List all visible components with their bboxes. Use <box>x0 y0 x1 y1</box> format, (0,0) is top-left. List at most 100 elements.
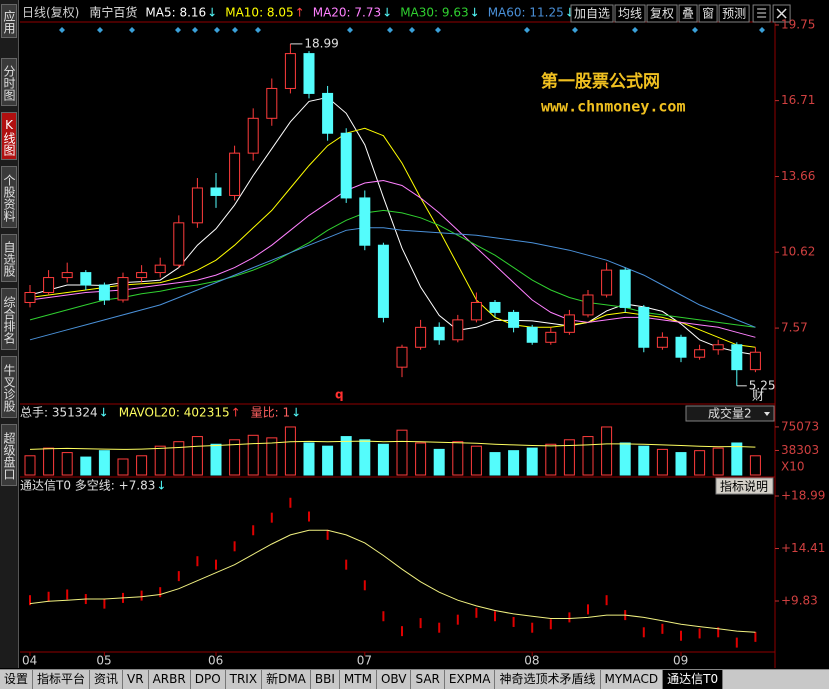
bottom-tab[interactable]: 指标平台 <box>33 670 91 689</box>
y-tick-label: 16.71 <box>781 93 815 107</box>
panel-header: 通达信T0 多空线: +7.83 <box>20 479 155 493</box>
volume-bar <box>284 426 296 476</box>
volume-bar <box>731 442 743 476</box>
sidebar-tab[interactable]: 个股资料 <box>1 166 17 228</box>
volume-bar <box>638 445 650 476</box>
candle-body <box>694 349 706 358</box>
sidebar-tab[interactable]: 分时图 <box>1 58 17 106</box>
bottom-tab[interactable]: 设置 <box>0 670 34 689</box>
candle-body <box>452 319 464 341</box>
x-tick-label: 07 <box>357 654 372 668</box>
bottom-tab[interactable]: EXPMA <box>445 670 496 689</box>
candle-body <box>136 272 148 279</box>
volume-bar <box>489 452 501 476</box>
sidebar-tab[interactable]: 综合排名 <box>1 288 17 350</box>
volume-bar <box>136 455 148 476</box>
bottom-tab[interactable]: TRIX <box>226 670 263 689</box>
close-icon <box>776 8 787 19</box>
toolbar-button[interactable] <box>646 4 678 23</box>
candle-body <box>210 187 222 196</box>
indicator-help-label: 指标说明 <box>720 479 768 494</box>
panel-header-arrow: ↓ <box>156 479 166 493</box>
bottom-tab[interactable]: 资讯 <box>90 670 124 689</box>
event-marker <box>387 27 393 33</box>
volume-bar <box>340 436 352 476</box>
volume-bar <box>526 447 538 476</box>
bottom-tab[interactable]: SAR <box>411 670 445 689</box>
event-marker <box>129 27 135 33</box>
candle-body <box>154 264 166 274</box>
bottom-tab[interactable]: 通达信T0 <box>663 670 724 689</box>
sidebar-tab[interactable]: 应用 <box>1 4 17 38</box>
volume-bar <box>470 445 482 476</box>
event-marker <box>59 27 65 33</box>
ma-line <box>29 96 756 356</box>
event-marker <box>524 27 530 33</box>
candle-body <box>340 132 352 199</box>
y-tick-label: 38303 <box>781 443 819 457</box>
panel-header: 总手: 351324 <box>20 406 98 420</box>
volume-bar <box>508 450 520 476</box>
legend-entry: MA20: 7.73 <box>313 6 381 20</box>
toolbar-button[interactable] <box>718 4 750 23</box>
sidebar-tab[interactable]: K线图 <box>1 112 17 160</box>
volume-bar <box>191 436 203 476</box>
x-tick-label: 08 <box>524 654 539 668</box>
toolbar-button-label: 叠 <box>682 7 694 21</box>
bottom-tab[interactable]: VR <box>123 670 149 689</box>
toolbar-button-label: 预测 <box>722 7 746 21</box>
toolbar-button[interactable] <box>698 4 718 23</box>
toolbar-button[interactable] <box>570 4 614 23</box>
toolbar-button-label: 复权 <box>650 7 674 21</box>
volume-bar <box>173 441 185 476</box>
sidebar-tab[interactable]: 牛叉诊股 <box>1 356 17 418</box>
candle-body <box>638 306 650 348</box>
candle-body <box>508 311 520 328</box>
candle-body <box>563 314 575 333</box>
volume-bar <box>433 448 445 476</box>
volume-bar <box>61 452 73 476</box>
candle-body <box>377 244 389 318</box>
toolbar-button[interactable] <box>614 4 646 23</box>
volume-selector-label: 成交量2 <box>708 406 752 421</box>
legend-entry: MA30: 9.63 <box>400 6 468 20</box>
sidebar-tab[interactable]: 自选股 <box>1 234 17 282</box>
candle-body <box>656 336 668 348</box>
y-tick-label: 75073 <box>781 419 819 433</box>
candle-body <box>303 53 315 94</box>
volume-bar <box>24 455 36 476</box>
bottom-tab[interactable]: 新DMA <box>262 670 311 689</box>
bottom-tab[interactable]: OBV <box>377 670 412 689</box>
toolbar-button-label: 加自选 <box>574 7 610 21</box>
toolbar-button[interactable] <box>678 4 698 23</box>
event-marker <box>759 27 765 33</box>
volume-bar <box>415 442 427 476</box>
ma-line <box>29 179 756 338</box>
legend-arrow: ↑ <box>295 6 305 20</box>
x-tick-label: 04 <box>22 654 37 668</box>
bottom-tab[interactable]: ARBR <box>149 670 191 689</box>
bottom-tab[interactable]: MTM <box>340 670 377 689</box>
bottom-tab[interactable]: MYMACD <box>601 670 664 689</box>
event-marker <box>435 27 441 33</box>
candle-body <box>284 53 296 89</box>
legend-arrow: ↓ <box>382 6 392 20</box>
sidebar-tab[interactable]: 超级盘口 <box>1 424 17 486</box>
panel-header: MAVOL20: 402315 <box>119 406 230 420</box>
volume-bar <box>601 426 613 476</box>
toolbar-button-label: 窗 <box>702 7 714 21</box>
bottom-tab[interactable]: 神奇选顶术矛盾线 <box>495 670 601 689</box>
bottom-tab[interactable]: BBI <box>311 670 340 689</box>
candle-body <box>322 92 334 134</box>
volume-selector[interactable] <box>685 405 775 422</box>
indicator-help-button[interactable] <box>715 477 774 495</box>
x-tick-label: 06 <box>208 654 223 668</box>
candle-body <box>545 331 557 343</box>
candle-body <box>675 336 687 358</box>
y-tick-label: 13.66 <box>781 169 815 183</box>
bottom-tabs: 设置 指标平台 资讯 VR ARBR DPO TRIX 新DMA BBI MTM OBV SAR EXP… <box>0 669 829 689</box>
candle-body <box>601 269 613 296</box>
bottom-tab[interactable]: DPO <box>191 670 226 689</box>
